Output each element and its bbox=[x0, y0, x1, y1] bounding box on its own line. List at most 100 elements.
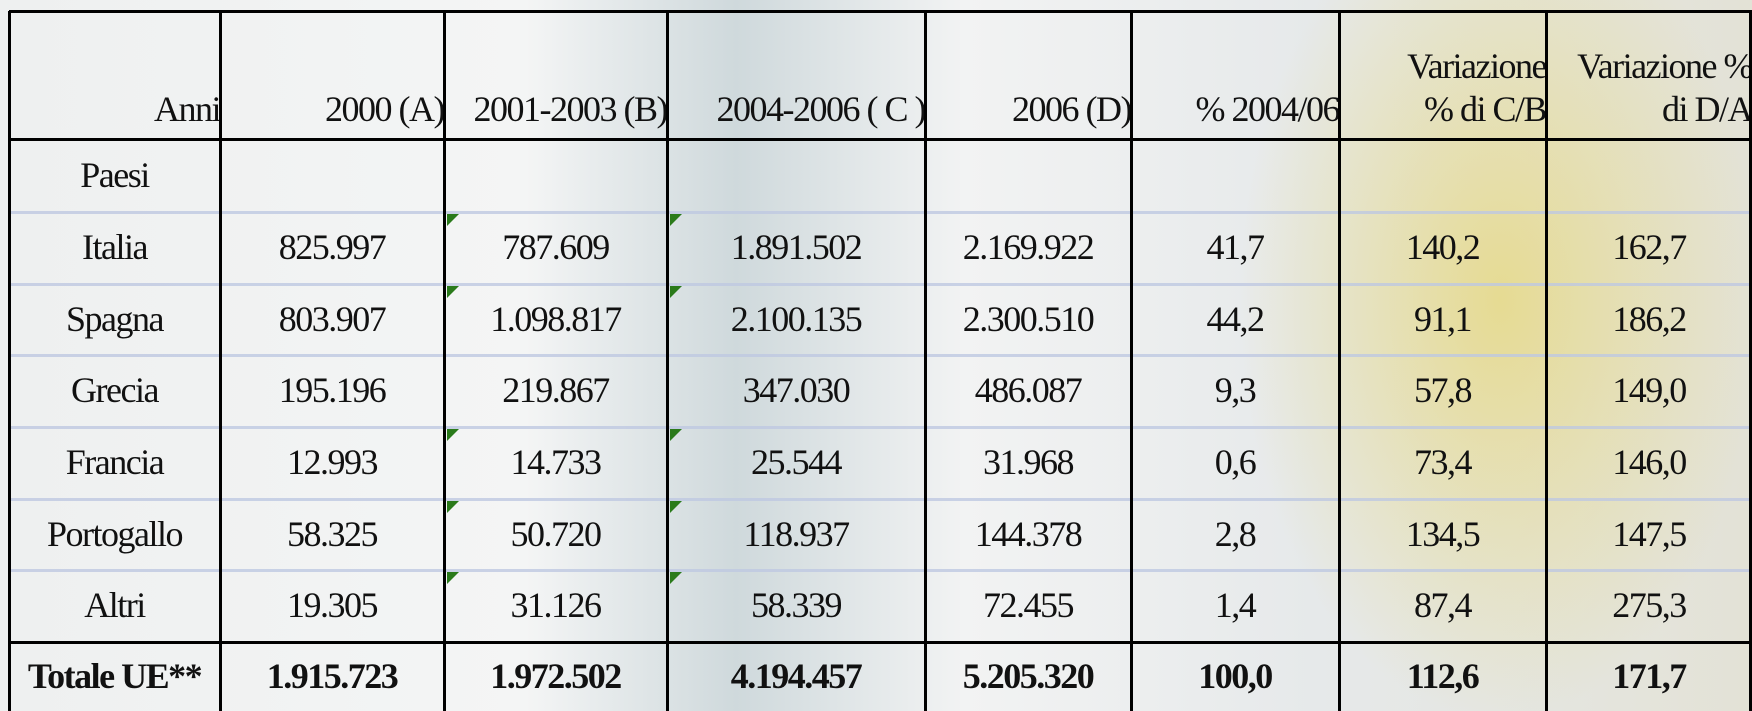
header-cell: 2006 (D) bbox=[925, 11, 1132, 139]
data-cell: 486.087 bbox=[974, 370, 1083, 411]
data-cell: 134,5 bbox=[1405, 513, 1481, 554]
cell-marker bbox=[670, 501, 682, 513]
header-cell: Anni bbox=[9, 11, 222, 139]
total-cell: 112,6 bbox=[1406, 655, 1480, 696]
cell-marker bbox=[447, 214, 459, 226]
column-border bbox=[219, 11, 222, 711]
total-cell: 1.972.502 bbox=[490, 655, 622, 696]
header-cell: Variazione% di C/B bbox=[1339, 11, 1548, 139]
header-cell: % 2004/06 bbox=[1131, 11, 1341, 139]
data-cell: 162,7 bbox=[1612, 227, 1687, 268]
cell-marker bbox=[670, 429, 682, 441]
data-cell: 44,2 bbox=[1206, 298, 1266, 339]
header-text: Anni bbox=[154, 88, 222, 129]
data-cell: 19.305 bbox=[287, 585, 379, 626]
row-label: Francia bbox=[65, 442, 165, 483]
data-cell: 186,2 bbox=[1612, 298, 1687, 339]
row-label: Italia bbox=[82, 227, 148, 268]
row-label: Grecia bbox=[71, 370, 159, 411]
row-separator bbox=[9, 426, 1752, 429]
total-cell: 5.205.320 bbox=[962, 655, 1095, 696]
data-cell: 275,3 bbox=[1612, 585, 1687, 626]
cell-marker bbox=[670, 572, 682, 584]
cell-marker bbox=[447, 286, 459, 298]
data-cell: 149,0 bbox=[1612, 370, 1687, 411]
data-cell: 1.891.502 bbox=[730, 227, 863, 268]
data-cell: 825.997 bbox=[278, 227, 387, 268]
data-cell: 50.720 bbox=[510, 513, 603, 554]
row-separator bbox=[9, 211, 1752, 214]
row-separator bbox=[9, 498, 1752, 501]
data-cell: 73,4 bbox=[1414, 442, 1473, 483]
total-cell: 171,7 bbox=[1612, 655, 1687, 696]
data-cell: 140,2 bbox=[1405, 227, 1481, 268]
header-cell: 2000 (A) bbox=[220, 11, 445, 139]
data-cell: 25.544 bbox=[751, 442, 843, 483]
data-cell: 72.455 bbox=[983, 585, 1075, 626]
table-border bbox=[9, 10, 1752, 13]
total-label: Totale UE** bbox=[27, 655, 203, 696]
data-cell: 347.030 bbox=[742, 370, 851, 411]
row-separator bbox=[9, 569, 1752, 572]
row-label: Portogallo bbox=[47, 513, 184, 554]
data-cell: 118.937 bbox=[743, 513, 850, 554]
data-cell: 2.100.135 bbox=[730, 298, 863, 339]
data-cell: 219.867 bbox=[502, 370, 610, 411]
data-cell: 146,0 bbox=[1612, 442, 1687, 483]
data-cell: 0,6 bbox=[1214, 442, 1257, 483]
header-text: 2000 (A) bbox=[325, 88, 445, 129]
header-text: % di C/B bbox=[1423, 88, 1548, 129]
data-cell: 1,4 bbox=[1214, 585, 1257, 626]
header-text: % 2004/06 bbox=[1195, 88, 1341, 129]
row-separator bbox=[9, 283, 1752, 286]
header-cell: 2004-2006 ( C ) bbox=[667, 11, 927, 139]
column-border bbox=[1338, 11, 1341, 711]
row-separator bbox=[9, 354, 1752, 357]
column-border bbox=[1749, 11, 1752, 711]
cell-marker bbox=[447, 501, 459, 513]
data-cell: 195.196 bbox=[278, 370, 387, 411]
data-cell: 58.325 bbox=[287, 513, 379, 554]
header-text: Variazione % bbox=[1577, 45, 1752, 86]
data-cell: 58.339 bbox=[751, 585, 843, 626]
cell-marker bbox=[447, 429, 459, 441]
column-border bbox=[1545, 11, 1548, 711]
data-cell: 87,4 bbox=[1414, 585, 1473, 626]
data-cell: 147,5 bbox=[1612, 513, 1687, 554]
header-text: 2001-2003 (B) bbox=[473, 88, 669, 129]
data-cell: 14.733 bbox=[510, 442, 603, 483]
total-border bbox=[9, 641, 1752, 644]
subheader-cell: Paesi bbox=[80, 154, 150, 195]
data-cell: 787.609 bbox=[502, 227, 610, 268]
data-cell: 9,3 bbox=[1214, 370, 1257, 411]
header-border bbox=[9, 138, 1752, 141]
data-cell: 57,8 bbox=[1414, 370, 1473, 411]
row-label: Spagna bbox=[66, 298, 164, 339]
cell-marker bbox=[447, 572, 459, 584]
data-cell: 41,7 bbox=[1206, 227, 1266, 268]
header-text: di D/A bbox=[1662, 88, 1752, 129]
total-cell: 1.915.723 bbox=[266, 655, 399, 696]
data-cell: 31.968 bbox=[983, 442, 1075, 483]
header-text: 2006 (D) bbox=[1012, 88, 1132, 129]
column-border bbox=[8, 11, 11, 711]
data-cell: 12.993 bbox=[287, 442, 379, 483]
row-label: Altri bbox=[84, 585, 146, 626]
data-cell: 2,8 bbox=[1214, 513, 1257, 554]
total-cell: 4.194.457 bbox=[730, 655, 863, 696]
cell-marker bbox=[670, 214, 682, 226]
data-cell: 803.907 bbox=[278, 298, 387, 339]
column-border bbox=[666, 11, 669, 711]
header-cell: 2001-2003 (B) bbox=[444, 11, 669, 139]
column-border bbox=[924, 11, 927, 711]
data-cell: 31.126 bbox=[510, 585, 603, 626]
header-cell: Variazione % di D/A bbox=[1546, 11, 1752, 139]
data-cell: 144.378 bbox=[974, 513, 1083, 554]
data-cell: 91,1 bbox=[1414, 298, 1473, 339]
total-cell: 100,0 bbox=[1198, 655, 1273, 696]
data-cell: 1.098.817 bbox=[490, 298, 622, 339]
column-border bbox=[443, 11, 446, 711]
column-border bbox=[1130, 11, 1133, 711]
